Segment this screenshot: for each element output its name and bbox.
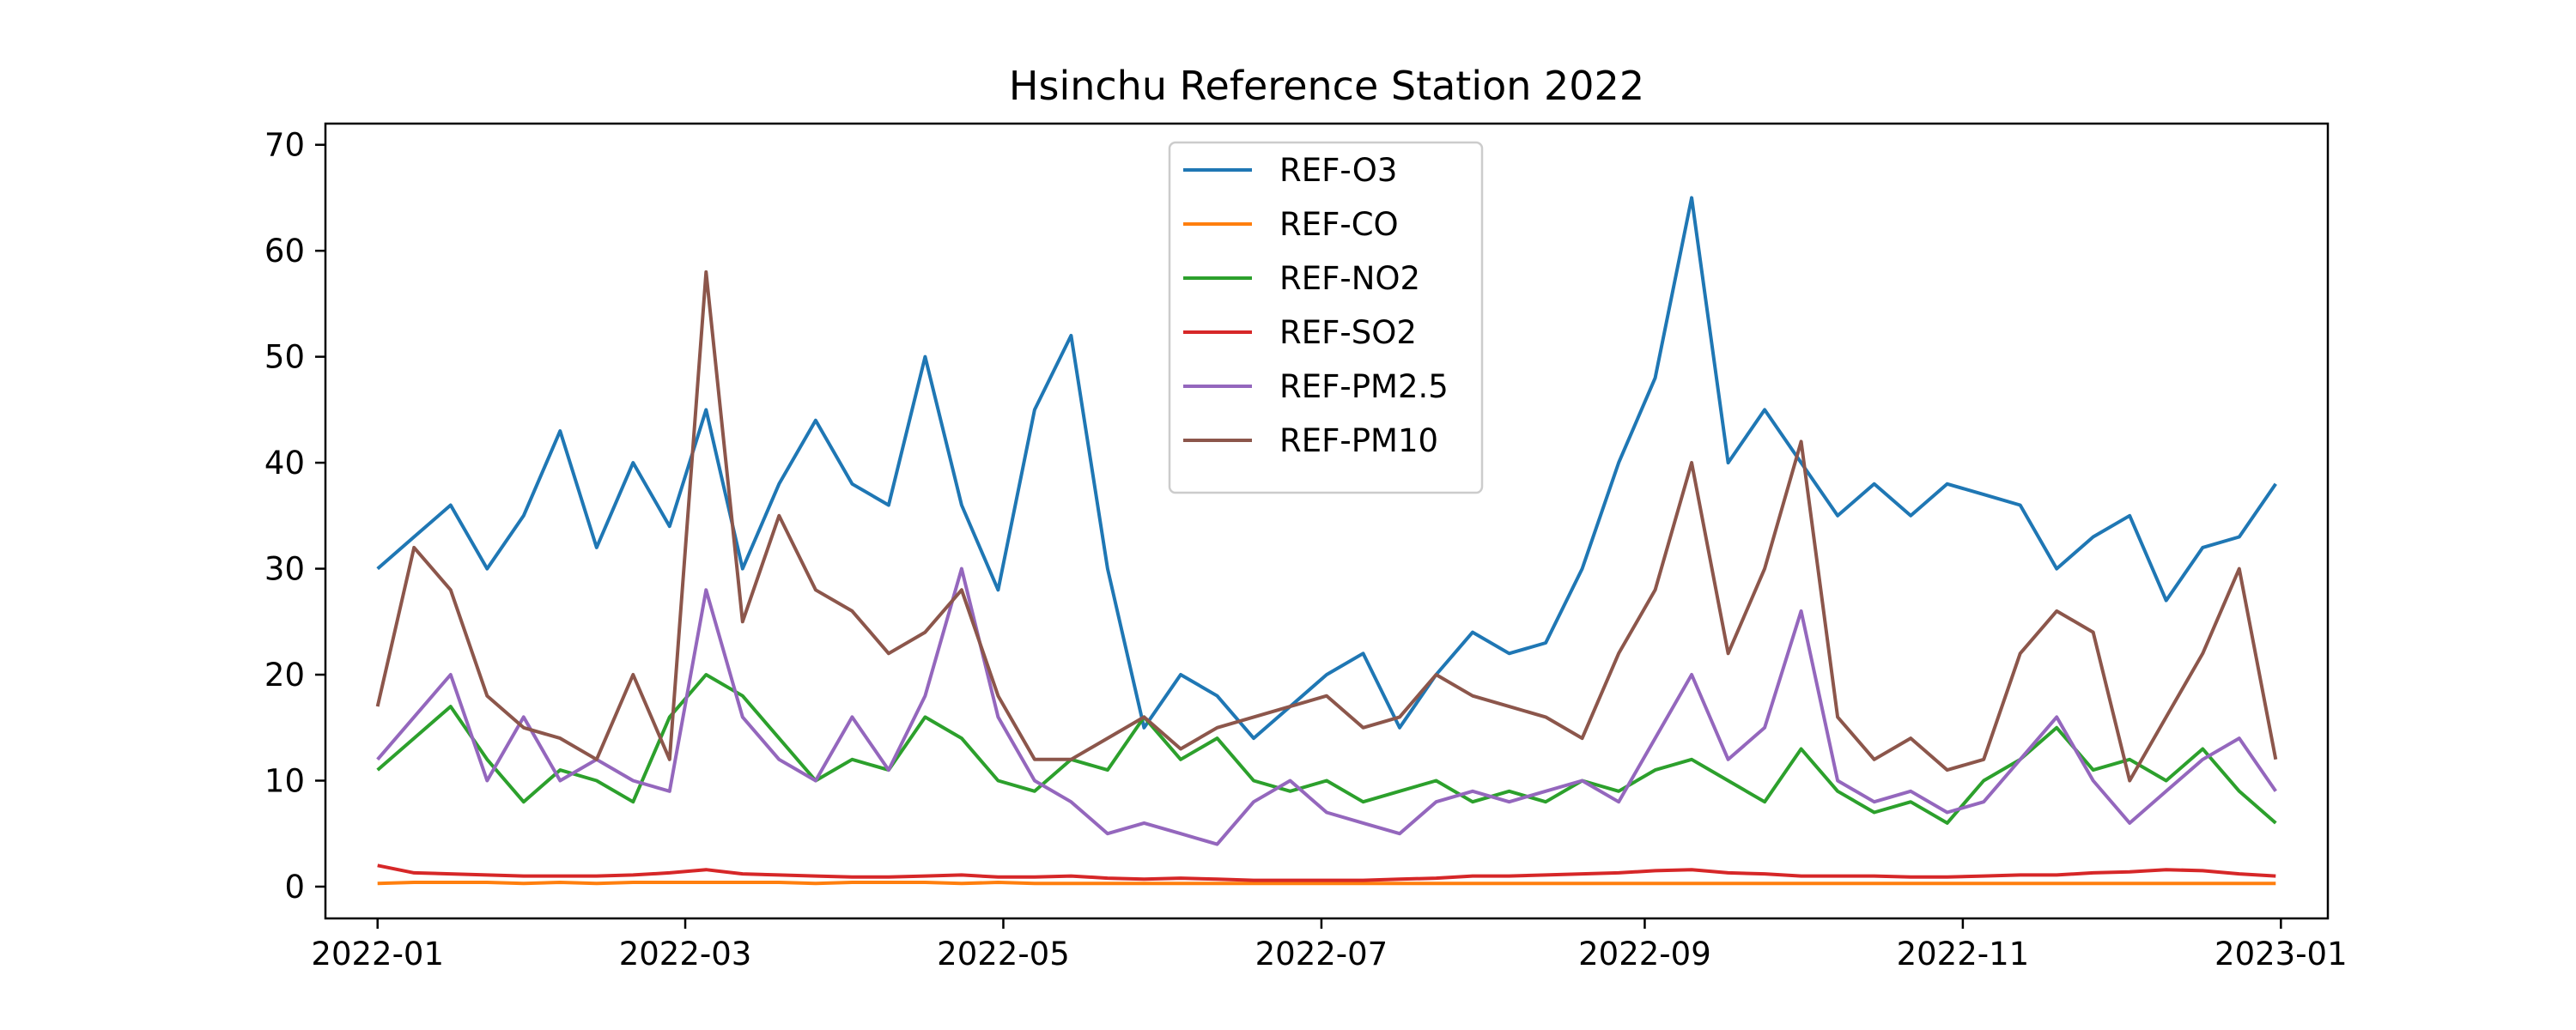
- legend-label: REF-SO2: [1279, 314, 1417, 351]
- x-axis: 2022-01 2022-03 2022-05 2022-07 2022-09 2022-…: [311, 918, 2348, 972]
- y-tick-label: 70: [264, 127, 305, 164]
- legend-box: [1168, 141, 1484, 494]
- x-tick-label: 2023-01: [2215, 936, 2348, 972]
- series-line-ref-pm10: [375, 270, 2278, 783]
- legend-label: REF-PM2.5: [1279, 368, 1449, 405]
- legend-label: REF-PM10: [1279, 422, 1438, 459]
- series-line-ref-so2: [377, 863, 2276, 882]
- legend-label: REF-NO2: [1279, 260, 1420, 297]
- legend: REF-O3 REF-CO REF-NO2 REF-SO2 REF-PM2.5 REF-P…: [1168, 141, 1484, 494]
- x-tick-label: 2022-05: [937, 936, 1070, 972]
- y-tick-label: 20: [264, 657, 305, 694]
- x-tick-label: 2022-03: [619, 936, 752, 972]
- plot-frame: [324, 122, 2330, 920]
- x-tick-label: 2022-01: [311, 936, 444, 972]
- y-tick-label: 40: [264, 445, 305, 482]
- legend-label: REF-O3: [1279, 152, 1397, 189]
- series-layer: [375, 196, 2278, 886]
- chart-title: Hsinchu Reference Station 2022: [1009, 63, 1644, 109]
- legend-label: REF-CO: [1279, 206, 1399, 243]
- y-tick-label: 0: [284, 869, 305, 906]
- series-line-ref-co: [377, 881, 2276, 886]
- y-axis: 0 10 20 30 40 50 60 70: [264, 127, 325, 906]
- y-tick-label: 50: [264, 339, 305, 376]
- y-tick-label: 30: [264, 551, 305, 588]
- x-tick-label: 2022-09: [1578, 936, 1711, 972]
- x-tick-label: 2022-07: [1255, 936, 1388, 972]
- y-tick-label: 60: [264, 233, 305, 270]
- y-tick-label: 10: [264, 762, 305, 799]
- series-line-ref-pm2-5: [376, 566, 2277, 846]
- x-tick-label: 2022-11: [1897, 936, 2030, 972]
